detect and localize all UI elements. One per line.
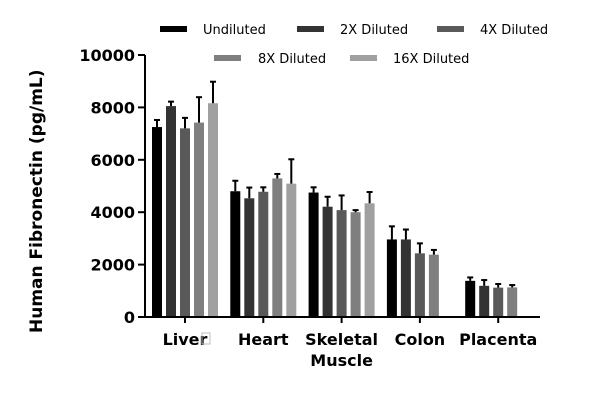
- legend-item: 8X Diluted: [214, 52, 326, 67]
- bar: [258, 191, 269, 317]
- bar: [465, 280, 476, 317]
- bar: [308, 192, 319, 317]
- legend-swatch: [160, 26, 187, 32]
- x-category-label: Placenta: [459, 330, 537, 349]
- bar: [414, 253, 425, 317]
- bar: [428, 254, 439, 317]
- bar: [336, 210, 347, 317]
- x-category-label: Heart: [238, 330, 289, 349]
- legend-label: 2X Diluted: [340, 23, 408, 38]
- bar: [350, 212, 361, 317]
- y-tick-label: 0: [124, 308, 135, 327]
- x-category-label: Colon: [395, 330, 446, 349]
- bar: [208, 103, 218, 317]
- legend-swatch: [297, 26, 324, 32]
- y-tick-label: 2000: [90, 256, 135, 275]
- legend-item: 16X Diluted: [350, 52, 469, 67]
- bar: [152, 127, 162, 317]
- x-category-label: Muscle: [310, 351, 373, 370]
- bar: [322, 206, 333, 317]
- missing-glyph-box: [201, 332, 211, 345]
- y-axis: 0 2000 4000 6000 8000 10000: [79, 46, 146, 327]
- legend-label: 4X Diluted: [480, 23, 548, 38]
- bar: [180, 128, 190, 317]
- legend-swatch: [214, 55, 241, 61]
- bar: [507, 287, 518, 317]
- bars: [152, 80, 518, 317]
- legend-label: 8X Diluted: [258, 52, 326, 67]
- bar: [493, 287, 504, 317]
- legend: Undiluted 2X Diluted 4X Diluted 8X Diluted 1…: [160, 23, 548, 67]
- y-axis-label: Human Fibronectin (pg/mL): [27, 69, 47, 333]
- legend-label: Undiluted: [203, 23, 266, 38]
- bar: [230, 191, 241, 317]
- bar: [244, 198, 255, 317]
- y-tick-label: 6000: [90, 151, 135, 170]
- y-tick-label: 10000: [79, 46, 135, 65]
- bar: [286, 183, 297, 317]
- legend-item: Undiluted: [160, 23, 266, 38]
- bar: [194, 122, 204, 317]
- legend-item: 4X Diluted: [437, 23, 548, 38]
- y-tick-label: 4000: [90, 203, 135, 222]
- bar: [272, 178, 283, 317]
- legend-label: 16X Diluted: [393, 52, 469, 67]
- bar: [364, 203, 375, 317]
- legend-item: 2X Diluted: [297, 23, 408, 38]
- x-axis: Liver Heart Skeletal Muscle Colon Placenta: [144, 316, 540, 370]
- x-category-label: Skeletal: [305, 330, 378, 349]
- bar: [166, 106, 176, 317]
- legend-swatch: [437, 26, 464, 32]
- y-tick-label: 8000: [90, 98, 135, 117]
- bar: [479, 285, 490, 317]
- legend-swatch: [350, 55, 377, 61]
- x-category-label: Liver: [163, 330, 208, 349]
- bar: [400, 239, 411, 317]
- bar: [386, 239, 397, 317]
